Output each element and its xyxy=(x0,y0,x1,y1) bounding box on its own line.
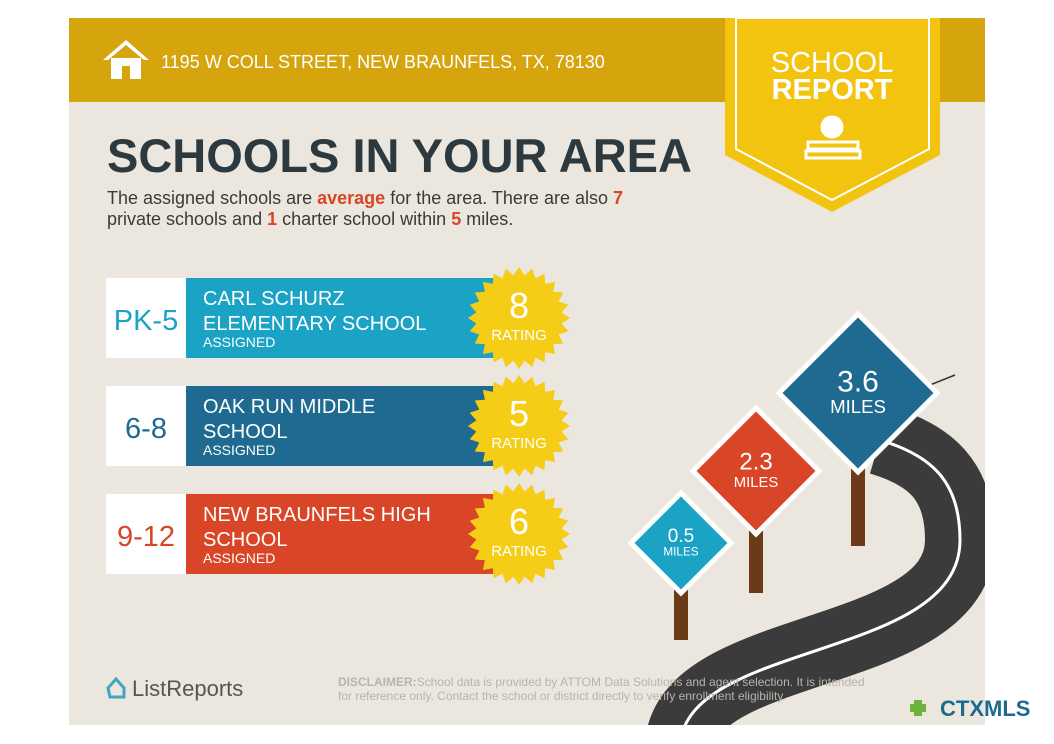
rating-label: RATING xyxy=(491,327,547,344)
grades: 9-12 xyxy=(117,521,175,553)
rating-label: RATING xyxy=(491,435,547,452)
sign-unit: MILES xyxy=(830,396,886,417)
summary-text: miles. xyxy=(461,209,513,229)
school-band xyxy=(186,494,500,574)
badge xyxy=(725,18,940,212)
school-band xyxy=(186,386,500,466)
summary-line: private schools and 1 charter school wit… xyxy=(107,209,513,229)
summary-text: The assigned schools are xyxy=(107,188,317,208)
summary-text: private schools and xyxy=(107,209,267,229)
apple-book-icon xyxy=(804,115,862,160)
brand: ListReports xyxy=(132,676,243,701)
grades: PK-5 xyxy=(114,305,178,337)
school-name: SCHOOL xyxy=(203,421,287,443)
highlight: 7 xyxy=(613,188,623,208)
disclaimer-label: DISCLAIMER: xyxy=(338,675,417,689)
disclaimer-text: for reference only. Contact the school o… xyxy=(338,689,786,703)
sign-unit: MILES xyxy=(734,475,779,491)
badge-line: REPORT xyxy=(772,74,893,106)
rating: 8 xyxy=(509,285,529,326)
road xyxy=(648,374,985,725)
title: SCHOOLS IN YOUR AREA xyxy=(107,129,692,182)
sign xyxy=(775,310,941,476)
status: ASSIGNED xyxy=(203,550,275,566)
summary-text: charter school within xyxy=(277,209,451,229)
summary-text: for the area. There are also xyxy=(385,188,613,208)
rating-badge xyxy=(468,267,570,369)
grade-box xyxy=(106,278,186,358)
rating: 5 xyxy=(509,393,529,434)
school-name: OAK RUN MIDDLE xyxy=(203,396,375,418)
highlight: 1 xyxy=(267,209,277,229)
summary-line: The assigned schools are average for the… xyxy=(107,188,623,208)
highlight: average xyxy=(317,188,385,208)
grades: 6-8 xyxy=(125,413,167,445)
grade-box xyxy=(106,494,186,574)
highlight: 5 xyxy=(451,209,461,229)
badge-line: SCHOOL xyxy=(771,47,893,79)
rating-badge xyxy=(468,483,570,585)
listreports-logo xyxy=(106,676,126,699)
rating-label: RATING xyxy=(491,543,547,560)
school-name: NEW BRAUNFELS HIGH xyxy=(203,504,431,526)
rating-badge xyxy=(468,375,570,477)
house-icon xyxy=(103,40,149,79)
status: ASSIGNED xyxy=(203,442,275,458)
address: 1195 W COLL STREET, NEW BRAUNFELS, TX, 7… xyxy=(161,52,605,72)
sign xyxy=(627,489,735,597)
sign-distance: 0.5 xyxy=(668,526,694,547)
sign-distance: 3.6 xyxy=(837,365,879,398)
mls: CTXMLS xyxy=(940,696,1030,721)
mls-logo xyxy=(910,700,926,716)
school-name: ELEMENTARY SCHOOL xyxy=(203,313,426,335)
school-name: SCHOOL xyxy=(203,529,287,551)
disclaimer-text: School data is provided by ATTOM Data So… xyxy=(417,675,865,689)
school-name: CARL SCHURZ xyxy=(203,288,345,310)
badge-border xyxy=(735,17,930,202)
sign-distance: 2.3 xyxy=(739,449,772,476)
grade-box xyxy=(106,386,186,466)
disclaimer: DISCLAIMER:School data is provided by AT… xyxy=(338,675,865,689)
rating: 6 xyxy=(509,501,529,542)
sign xyxy=(689,404,823,538)
sign-unit: MILES xyxy=(663,546,698,559)
status: ASSIGNED xyxy=(203,334,275,350)
school-band xyxy=(186,278,500,358)
